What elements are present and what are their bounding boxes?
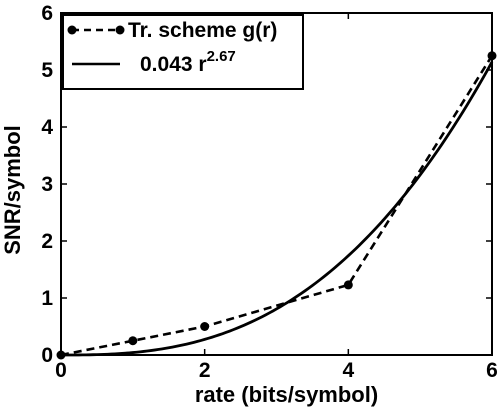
legend-marker [115, 25, 125, 35]
legend-marker [67, 25, 77, 35]
data-point [200, 322, 210, 331]
y-tick-label: 0 [41, 344, 53, 367]
y-tick-label: 2 [41, 230, 53, 253]
y-axis-label: SNR/symbol [0, 125, 25, 255]
legend-label-fit-base: 0.043 r [140, 53, 207, 76]
legend-label-fit-exponent: 2.67 [207, 48, 236, 65]
series-layer [56, 51, 497, 360]
data-point [343, 280, 353, 290]
y-tick-label: 1 [41, 287, 53, 310]
x-tick-label: 0 [55, 359, 67, 382]
x-tick-label: 6 [486, 359, 498, 382]
plot-frame [60, 12, 493, 356]
y-tick-label: 5 [41, 59, 53, 82]
series-line-fit [61, 61, 494, 357]
y-tick-label: 6 [41, 2, 53, 25]
y-tick-label: 4 [41, 116, 53, 139]
y-tick-label: 3 [41, 173, 53, 196]
data-point [128, 336, 138, 346]
legend-label-fit: 0.043 r2.67 [140, 48, 236, 76]
x-axis-label: rate (bits/symbol) [195, 382, 378, 407]
legend: Tr. scheme g(r) 0.043 r2.67 [62, 14, 304, 90]
x-tick-label: 2 [199, 359, 211, 382]
x-tick-label: 4 [342, 359, 354, 382]
legend-box [62, 14, 304, 90]
legend-label-scheme: Tr. scheme g(r) [128, 19, 277, 42]
